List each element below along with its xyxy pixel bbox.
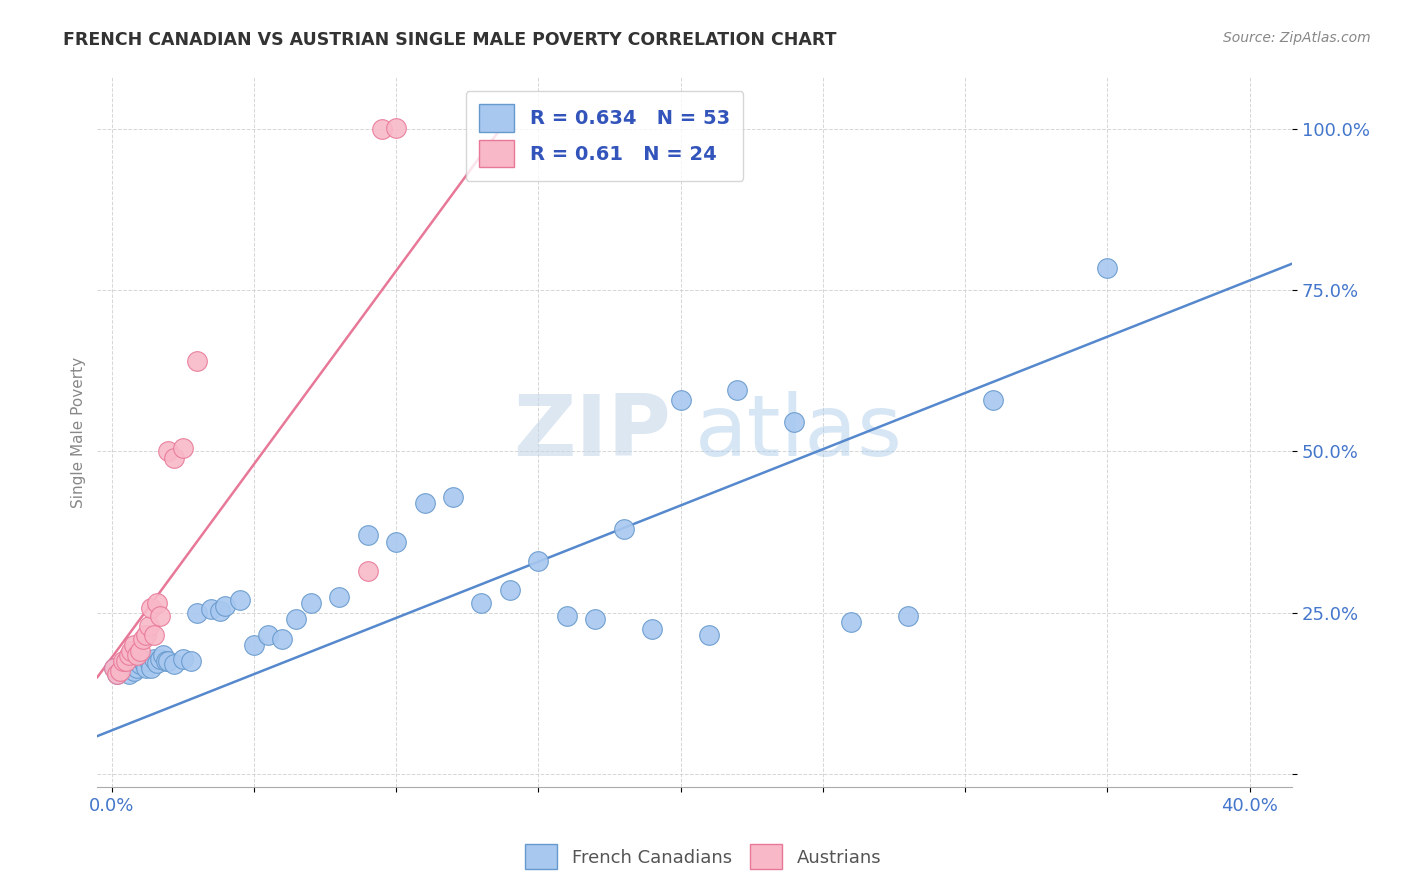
Point — [839, 615, 862, 630]
Point — [583, 612, 606, 626]
Point — [114, 658, 136, 673]
Point — [1097, 260, 1119, 275]
Point — [132, 654, 155, 668]
Point — [725, 383, 748, 397]
Point — [152, 648, 174, 662]
Point — [172, 652, 194, 666]
Point — [124, 664, 146, 678]
Point — [413, 496, 436, 510]
Point — [149, 609, 172, 624]
Legend: French Canadians, Austrians: French Canadians, Austrians — [516, 835, 890, 879]
Point — [163, 657, 186, 672]
Point — [228, 592, 250, 607]
Y-axis label: Single Male Poverty: Single Male Poverty — [72, 357, 86, 508]
Point — [271, 632, 294, 646]
Text: atlas: atlas — [695, 391, 903, 474]
Point — [897, 609, 920, 624]
Legend: R = 0.634   N = 53, R = 0.61   N = 24: R = 0.634 N = 53, R = 0.61 N = 24 — [465, 91, 744, 181]
Point — [385, 534, 408, 549]
Text: FRENCH CANADIAN VS AUSTRIAN SINGLE MALE POVERTY CORRELATION CHART: FRENCH CANADIAN VS AUSTRIAN SINGLE MALE … — [63, 31, 837, 49]
Point — [103, 660, 125, 674]
Point — [155, 654, 177, 668]
Point — [135, 628, 157, 642]
Point — [441, 490, 464, 504]
Point — [200, 602, 222, 616]
Point — [105, 667, 128, 681]
Point — [127, 648, 149, 662]
Text: Source: ZipAtlas.com: Source: ZipAtlas.com — [1223, 31, 1371, 45]
Point — [163, 450, 186, 465]
Text: ZIP: ZIP — [513, 391, 671, 474]
Point — [285, 612, 308, 626]
Point — [129, 657, 152, 672]
Point — [138, 654, 160, 668]
Point — [243, 638, 266, 652]
Point — [669, 392, 692, 407]
Point — [371, 122, 394, 136]
Point — [143, 628, 166, 642]
Point — [111, 654, 134, 668]
Point — [117, 667, 139, 681]
Point — [121, 644, 143, 658]
Point — [146, 656, 169, 670]
Point — [983, 392, 1005, 407]
Point — [138, 618, 160, 632]
Point — [356, 528, 378, 542]
Point — [108, 664, 131, 678]
Point — [328, 590, 350, 604]
Point — [146, 596, 169, 610]
Point — [186, 606, 208, 620]
Point — [121, 654, 143, 668]
Point — [641, 622, 664, 636]
Point — [141, 600, 163, 615]
Point — [470, 596, 492, 610]
Point — [697, 628, 720, 642]
Point — [208, 604, 231, 618]
Point — [555, 609, 578, 624]
Point — [105, 667, 128, 681]
Point — [108, 664, 131, 678]
Point — [299, 596, 322, 610]
Point — [149, 652, 172, 666]
Point — [124, 638, 146, 652]
Point — [186, 354, 208, 368]
Point — [613, 522, 636, 536]
Point — [172, 442, 194, 456]
Point — [114, 654, 136, 668]
Point — [129, 644, 152, 658]
Point — [127, 660, 149, 674]
Point — [257, 628, 280, 642]
Point — [385, 120, 408, 135]
Point — [135, 660, 157, 674]
Point — [143, 652, 166, 666]
Point — [499, 583, 522, 598]
Point — [783, 416, 806, 430]
Point — [527, 554, 550, 568]
Point — [141, 660, 163, 674]
Point — [117, 648, 139, 662]
Point — [111, 657, 134, 672]
Point — [132, 632, 155, 646]
Point — [180, 654, 202, 668]
Point — [157, 444, 180, 458]
Point — [214, 599, 236, 614]
Point — [356, 564, 378, 578]
Point — [103, 660, 125, 674]
Point — [157, 654, 180, 668]
